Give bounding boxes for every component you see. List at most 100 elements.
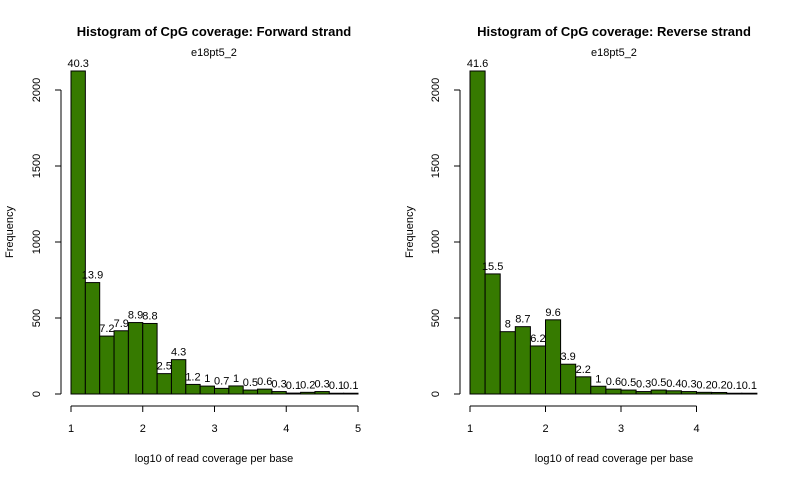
bars	[70, 70, 359, 395]
bar	[271, 391, 287, 395]
x-tick-label: 1	[68, 423, 74, 435]
bar-value-label: 0.4	[666, 378, 681, 390]
bar	[605, 388, 622, 395]
bar	[228, 385, 244, 395]
bar	[300, 391, 316, 395]
bar	[185, 383, 201, 395]
x-axis: 1 2 3 4 5	[68, 405, 361, 435]
bar	[590, 385, 607, 395]
bar	[99, 335, 115, 395]
histogram-reverse-strand: Histogram of CpG coverage: Reverse stran…	[404, 24, 758, 465]
bars	[469, 70, 758, 395]
bar	[242, 389, 259, 395]
bar	[343, 392, 359, 395]
x-tick-label: 3	[211, 423, 217, 435]
bar	[560, 363, 577, 395]
bar-value-label: 0.1	[343, 380, 358, 392]
bar-value-label: 1	[204, 373, 210, 385]
bar	[156, 373, 172, 395]
bar	[484, 273, 501, 395]
x-tick-label: 2	[542, 423, 548, 435]
bar-value-label: 13.9	[82, 270, 103, 282]
bar-value-label: 0.2	[300, 379, 315, 391]
bar-value-label: 0.2	[696, 379, 711, 391]
y-tick-label: 1000	[31, 230, 43, 254]
x-tick-label: 2	[140, 423, 146, 435]
bar-value-label: 9.6	[545, 307, 560, 319]
x-tick-label: 1	[467, 423, 473, 435]
bar	[711, 391, 728, 395]
bar-value-label: 0.7	[214, 375, 229, 387]
bar	[499, 331, 516, 395]
chart-subtitle: e18pt5_2	[191, 47, 237, 59]
bar	[575, 376, 592, 395]
data-labels: 40.3 13.9 7.2 7.98.9 8.8 2.5 4.3 1.2 1 0.7 1 0.5 0.6…	[67, 58, 358, 392]
y-tick-label: 1500	[31, 154, 43, 178]
bar-value-label: 0.1	[727, 380, 742, 392]
bar	[257, 388, 273, 395]
bar-value-label: 0.3	[314, 379, 329, 391]
bar	[696, 391, 713, 395]
chart-title: Histogram of CpG coverage: Forward stran…	[77, 24, 352, 39]
bar	[650, 389, 667, 395]
bar-value-label: 0.1	[742, 380, 757, 392]
y-axis-label: Frequency	[4, 206, 16, 258]
bar	[620, 389, 637, 395]
bar	[127, 322, 144, 395]
y-tick-label: 2000	[31, 78, 43, 102]
bar-value-label: 3.9	[561, 351, 576, 363]
bar	[529, 345, 547, 395]
bar	[726, 392, 743, 395]
bar-value-label: 1	[595, 373, 601, 385]
bar-value-label: 41.6	[467, 58, 488, 70]
bar	[545, 319, 562, 395]
y-tick-label: 1000	[430, 230, 442, 254]
y-axis: 0 500 1000 1500 2000	[430, 78, 461, 397]
histogram-forward-strand: Histogram of CpG coverage: Forward stran…	[4, 24, 361, 465]
bar-value-label: 1	[233, 373, 239, 385]
y-axis-label: Frequency	[404, 206, 416, 258]
bar	[314, 391, 330, 395]
y-axis: 0 500 1000 1500 2000	[31, 78, 62, 397]
bar	[741, 392, 758, 395]
bar	[170, 359, 187, 395]
bar	[214, 387, 230, 395]
bar	[469, 70, 486, 395]
bar-value-label: 0.6	[257, 376, 272, 388]
bar-value-label: 0.1	[329, 380, 344, 392]
bar-value-label: 8.9	[128, 310, 143, 322]
bar-value-label: 0.5	[243, 377, 258, 389]
x-axis-label: log10 of read coverage per base	[135, 453, 293, 465]
bar-value-label: 8.7	[515, 314, 530, 326]
bar-value-label: 8	[505, 319, 511, 331]
x-axis: 1 2 3 4	[467, 405, 700, 435]
y-tick-label: 2000	[430, 78, 442, 102]
chart-subtitle: e18pt5_2	[591, 47, 637, 59]
bar-value-label: 15.5	[482, 261, 503, 273]
bar-value-label: 0.5	[651, 377, 666, 389]
bar-value-label: 4.3	[171, 347, 186, 359]
y-tick-label: 1500	[430, 154, 442, 178]
bar	[113, 330, 129, 395]
x-tick-label: 4	[693, 423, 699, 435]
bar	[142, 322, 158, 395]
bar	[285, 392, 302, 395]
bar-value-label: 0.1	[286, 380, 301, 392]
data-labels: 41.615.58 8.76.29.63.92.21 0.6 0.5 0.3 0.5 0.4…	[467, 58, 757, 392]
bar	[199, 385, 215, 395]
bar-value-label: 0.3	[681, 379, 696, 391]
x-tick-label: 4	[283, 423, 289, 435]
bar-value-label: 2.5	[157, 361, 172, 373]
x-axis-label: log10 of read coverage per base	[535, 453, 693, 465]
y-tick-label: 0	[430, 391, 442, 397]
bar	[665, 390, 682, 395]
bar-value-label: 1.2	[185, 371, 200, 383]
y-tick-label: 500	[31, 309, 43, 327]
bar-value-label: 40.3	[67, 58, 88, 70]
bar	[680, 391, 698, 395]
bar	[70, 70, 86, 395]
bar-value-label: 0.6	[606, 376, 621, 388]
bar-value-label: 6.2	[530, 333, 545, 345]
bar-value-label: 0.5	[621, 377, 636, 389]
x-tick-label: 3	[618, 423, 624, 435]
